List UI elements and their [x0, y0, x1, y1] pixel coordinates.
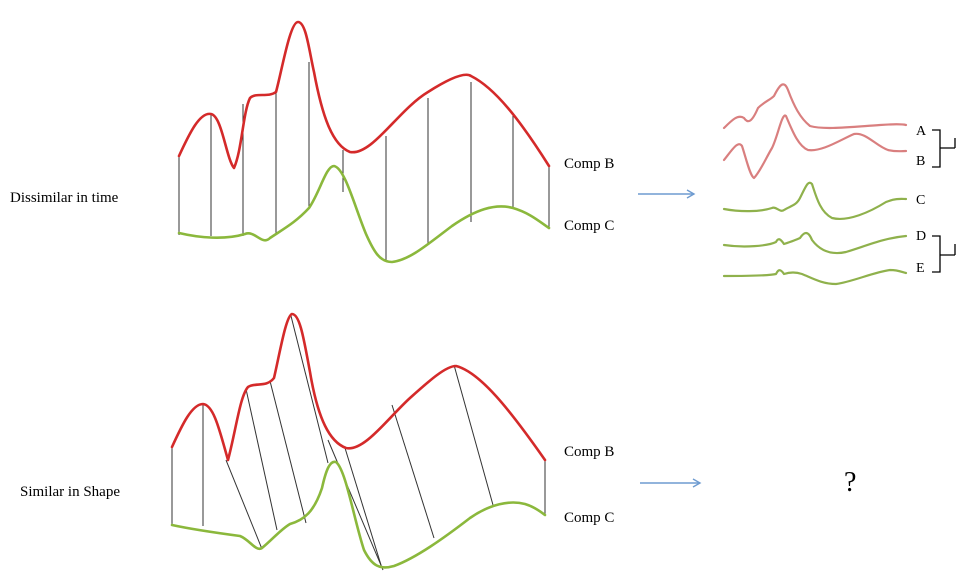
top-row-label: Dissimilar in time — [10, 190, 119, 206]
comp-c-curve-top — [177, 164, 551, 264]
bottom-arrow-icon — [640, 478, 702, 488]
bottom-row-label: Similar in Shape — [20, 484, 120, 500]
alignment-line — [290, 315, 329, 464]
bottom-comp-c-label: Comp C — [564, 510, 614, 526]
series-c-curve — [722, 181, 908, 220]
bracket-a-b — [932, 129, 956, 168]
comp-b-curve-bottom — [170, 312, 547, 462]
alignment-line — [344, 447, 382, 566]
series-a-curve — [722, 83, 908, 130]
alignment-line — [269, 380, 307, 524]
cluster-label-d: D — [916, 229, 926, 244]
cluster-panel: A B C D E — [722, 83, 956, 286]
series-b-curve — [722, 114, 908, 180]
unknown-result: ? — [844, 467, 856, 498]
alignment-line — [225, 459, 263, 550]
bottom-panel: Similar in Shape Comp B Comp C ? — [20, 312, 856, 571]
alignment-line — [245, 388, 278, 531]
top-panel: Dissimilar in time Comp B Comp C — [10, 20, 696, 264]
alignment-line — [391, 404, 435, 539]
alignment-line — [327, 439, 384, 571]
bottom-alignment-lines — [171, 315, 546, 571]
comp-c-curve-bottom — [170, 460, 547, 569]
cluster-label-c: C — [916, 193, 925, 208]
cluster-label-a: A — [916, 124, 927, 139]
comp-b-curve-top — [177, 20, 551, 170]
series-e-curve — [722, 268, 908, 286]
alignment-line — [453, 364, 494, 506]
cluster-label-b: B — [916, 154, 925, 169]
series-d-curve — [722, 231, 908, 255]
bottom-comp-b-label: Comp B — [564, 444, 614, 460]
bracket-d-e — [932, 235, 956, 273]
cluster-label-e: E — [916, 261, 925, 276]
top-arrow-icon — [638, 189, 696, 199]
top-comp-b-label: Comp B — [564, 156, 614, 172]
top-comp-c-label: Comp C — [564, 218, 614, 234]
